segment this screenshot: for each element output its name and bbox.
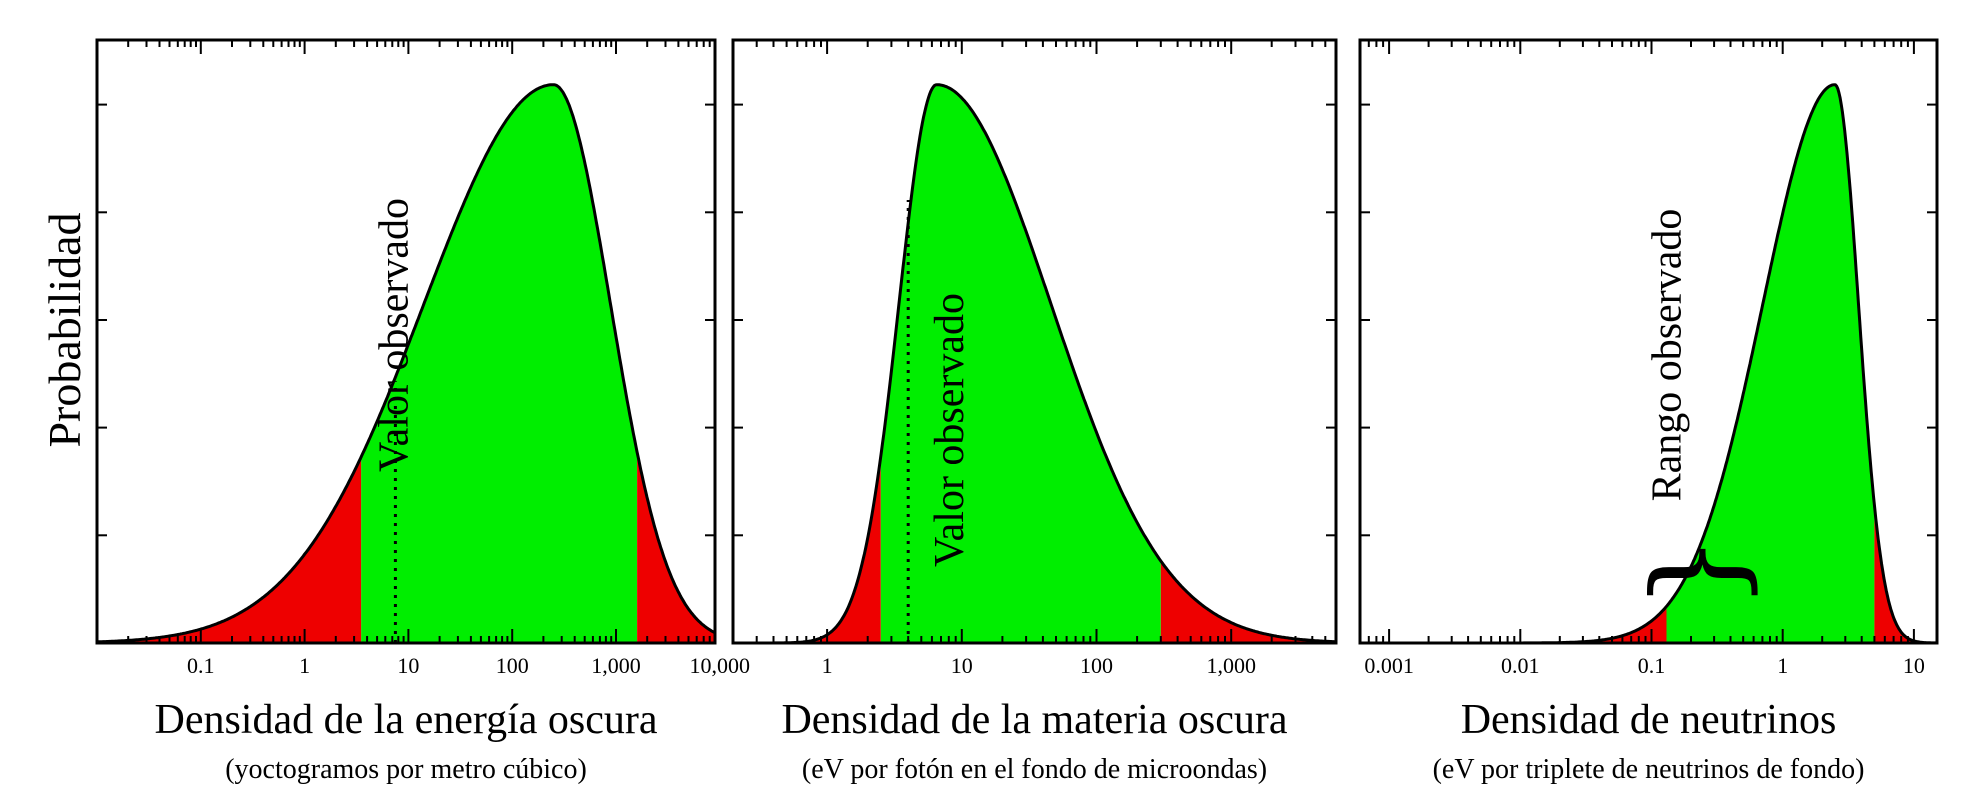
observed-range-brace: { (1638, 534, 1777, 610)
x-tick-label: 1 (299, 653, 310, 678)
probability-tail-right (637, 452, 715, 643)
plot-frame (731, 38, 1338, 645)
x-tick-label: 1,000 (1206, 653, 1256, 678)
panel-dark-matter: 1 10 100 1,000 Valor observado Densidad … (731, 38, 1338, 785)
x-axis-sublabel: (eV por fotón en el fondo de microondas) (802, 754, 1267, 785)
panel-neutrinos: { 0.001 0.01 0.1 1 10 Rango observado De… (1358, 38, 1939, 785)
annotation-label: Rango observado (1645, 209, 1691, 502)
plot-frame (1358, 38, 1939, 645)
x-tick-label: 100 (1080, 653, 1113, 678)
probability-tail-left (1360, 606, 1667, 643)
annotation-label: Valor observado (371, 198, 417, 472)
x-tick-label: 1 (1777, 653, 1788, 678)
x-axis-sublabel: (eV por triplete de neutrinos de fondo) (1433, 754, 1865, 785)
x-axis-label: Densidad de la materia oscura (781, 697, 1287, 743)
x-axis-label: Densidad de neutrinos (1461, 697, 1837, 743)
x-tick-label: 0.001 (1364, 653, 1414, 678)
probability-tail-left (97, 457, 362, 643)
x-axis-label: Densidad de la energía oscura (154, 697, 657, 743)
y-axis-label: Probabilidad (39, 212, 90, 447)
y-ticks (97, 103, 715, 537)
x-tick-label: 10,000 (689, 653, 750, 678)
y-ticks (733, 103, 1336, 537)
probability-area-inside (361, 84, 638, 643)
x-tick-label: 10 (1903, 653, 1925, 678)
major-ticks (1388, 40, 1915, 643)
plot-frame (95, 38, 717, 645)
major-ticks (826, 40, 1233, 643)
x-axis-sublabel: (yoctogramos por metro cúbico) (225, 754, 587, 785)
x-tick-label: 100 (496, 653, 529, 678)
panel-dark-energy: 0.1 1 10 100 1,000 10,000 Valor observad… (95, 38, 750, 785)
probability-curve (733, 83, 1336, 645)
x-tick-label: 0.1 (187, 653, 215, 678)
x-tick-label: 0.1 (1638, 653, 1666, 678)
probability-tail-left (733, 456, 881, 643)
x-tick-label: 10 (397, 653, 419, 678)
y-ticks (1360, 103, 1937, 537)
probability-area-inside (1666, 84, 1875, 643)
x-tick-label: 0.01 (1501, 653, 1540, 678)
probability-area-inside (880, 84, 1161, 643)
x-tick-label: 1 (822, 653, 833, 678)
annotation-label: Valor observado (927, 293, 973, 567)
x-tick-label: 10 (951, 653, 973, 678)
probability-tail-right (1160, 560, 1336, 643)
x-tick-label: 1,000 (591, 653, 641, 678)
